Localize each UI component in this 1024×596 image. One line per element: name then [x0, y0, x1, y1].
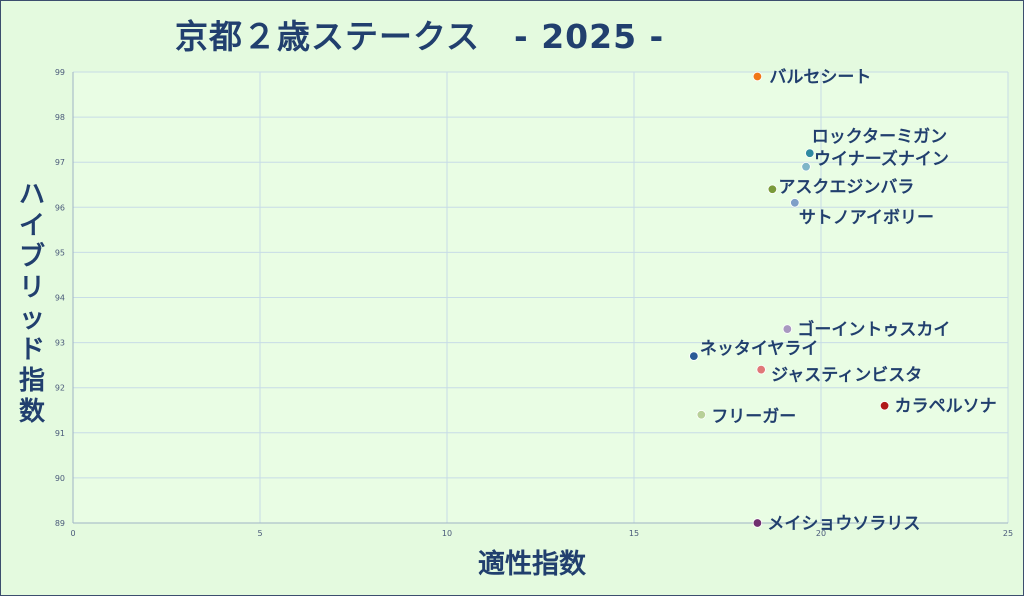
y-tick-label: 98	[55, 113, 65, 122]
x-tick-label: 5	[257, 529, 262, 538]
data-point	[689, 351, 699, 361]
data-point	[879, 401, 890, 411]
data-point	[752, 518, 763, 528]
x-tick-label: 15	[629, 529, 639, 538]
y-tick-label: 99	[55, 68, 65, 77]
data-point	[782, 324, 793, 334]
data-point	[805, 148, 815, 158]
data-point-label: ゴーイントゥスカイ	[797, 319, 950, 340]
data-point-label: バルセシート	[769, 68, 871, 88]
y-tick-label: 96	[55, 203, 65, 212]
data-point-label: ジャスティンビスタ	[771, 366, 922, 386]
y-tick-label: 97	[55, 158, 65, 167]
y-tick-label: 89	[55, 519, 65, 528]
data-point-label: カラペルソナ	[895, 397, 997, 417]
y-tick-label: 94	[55, 294, 65, 303]
data-point	[801, 162, 811, 172]
data-point-label: アスクエジンバラ	[778, 177, 914, 197]
x-tick-label: 25	[1003, 529, 1013, 538]
data-point-label: サトノアイボリー	[799, 208, 934, 228]
data-point-label: フリーガー	[711, 407, 796, 427]
y-tick-label: 92	[55, 384, 65, 393]
x-tick-label: 10	[442, 529, 452, 538]
y-tick-label: 91	[55, 429, 65, 438]
data-point-label: ネッタイヤライ	[700, 339, 819, 359]
x-axis-label: 適性指数	[478, 549, 586, 580]
data-point-label: メイショウソラリス	[767, 514, 920, 534]
data-point	[756, 364, 766, 375]
data-point	[752, 71, 763, 82]
data-point	[790, 198, 800, 208]
y-tick-label: 95	[55, 248, 65, 257]
chart-title: 京都２歳ステークス - 2025 -	[175, 17, 665, 56]
y-tick-label: 93	[55, 339, 65, 348]
x-tick-label: 20	[816, 529, 826, 538]
y-axis-label: ハイブリッド指数	[18, 180, 45, 427]
data-point-label: ウイナーズナイン	[814, 149, 949, 170]
x-tick-label: 0	[70, 529, 75, 538]
data-point	[767, 184, 778, 194]
data-point-label: ロックターミガン	[812, 127, 947, 147]
data-point	[696, 410, 707, 420]
y-tick-label: 90	[55, 474, 65, 483]
